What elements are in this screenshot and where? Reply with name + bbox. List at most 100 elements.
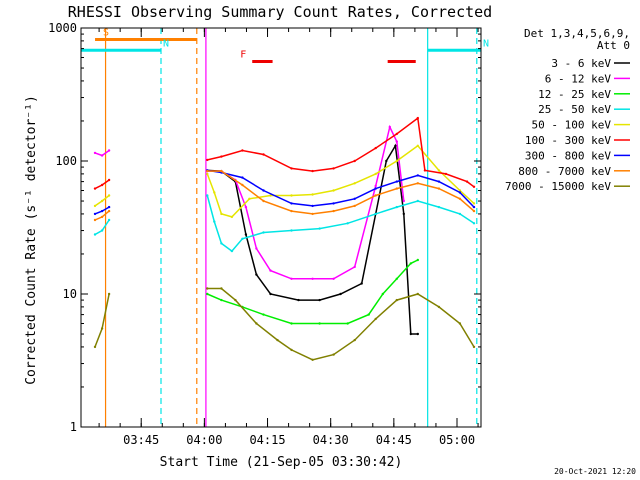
series-6 bbox=[93, 169, 476, 216]
series-point-2-5 bbox=[318, 322, 321, 325]
series-point-4-2 bbox=[107, 194, 111, 197]
series-point-7-11 bbox=[374, 194, 377, 197]
y-tick-label-2: 100 bbox=[55, 154, 77, 168]
series-point-7-3 bbox=[206, 169, 209, 173]
series-line-2-0 bbox=[207, 259, 419, 325]
series-point-0-5 bbox=[269, 292, 272, 296]
series-point-4-7 bbox=[248, 197, 251, 200]
legend-label-1: 6 - 12 keV bbox=[545, 72, 612, 85]
series-point-4-6 bbox=[230, 215, 234, 219]
series-point-8-11 bbox=[353, 338, 356, 342]
series-point-4-0 bbox=[93, 204, 97, 208]
y-tick-label-1: 10 bbox=[63, 287, 77, 301]
series-point-3-1 bbox=[100, 229, 104, 232]
series-point-2-4 bbox=[290, 322, 293, 325]
series-point-3-10 bbox=[318, 227, 321, 230]
plot-area: S N N F bbox=[81, 27, 489, 427]
series-point-8-9 bbox=[311, 358, 314, 361]
x-tick-label-3: 04:30 bbox=[313, 433, 349, 447]
y-tick-label-3: 1000 bbox=[48, 21, 77, 35]
series-point-3-14 bbox=[416, 199, 419, 203]
series-point-5-7 bbox=[290, 167, 293, 170]
series-point-1-0 bbox=[93, 151, 97, 155]
series-point-3-11 bbox=[346, 222, 349, 225]
series-point-6-9 bbox=[332, 202, 335, 205]
y-tick-label-0: 1 bbox=[70, 420, 77, 434]
x-tick-label-5: 05:00 bbox=[439, 433, 475, 447]
series-point-8-16 bbox=[458, 322, 462, 325]
legend-label-8: 7000 - 15000 keV bbox=[505, 180, 611, 193]
series-point-3-4 bbox=[213, 220, 216, 223]
series-point-2-8 bbox=[381, 292, 384, 296]
series-point-1-11 bbox=[332, 277, 335, 280]
series-point-2-0 bbox=[206, 292, 209, 296]
series-point-2-6 bbox=[346, 322, 349, 325]
series-point-7-16 bbox=[472, 209, 476, 213]
series-point-7-12 bbox=[395, 187, 398, 190]
series-point-2-7 bbox=[367, 313, 370, 316]
series-point-1-6 bbox=[244, 205, 248, 209]
series-5 bbox=[93, 116, 476, 190]
series-point-7-15 bbox=[458, 197, 462, 200]
timestamp: 20-Oct-2021 12:20 bbox=[554, 467, 636, 476]
series-point-5-9 bbox=[332, 167, 335, 170]
series-point-1-2 bbox=[107, 149, 111, 152]
series-point-4-4 bbox=[213, 191, 216, 194]
series-point-1-14 bbox=[388, 125, 391, 129]
legend-label-2: 12 - 25 keV bbox=[538, 88, 611, 101]
legend-header-line-1: Det 1,3,4,5,6,9, bbox=[524, 27, 630, 40]
series-point-8-8 bbox=[290, 348, 293, 352]
series-point-6-7 bbox=[290, 202, 293, 205]
series-point-8-3 bbox=[206, 287, 209, 290]
series-point-1-13 bbox=[374, 184, 377, 188]
series-point-6-15 bbox=[458, 191, 462, 194]
series-8 bbox=[93, 287, 476, 361]
series-point-5-4 bbox=[220, 155, 223, 158]
series-point-5-0 bbox=[93, 187, 97, 190]
series-point-8-5 bbox=[234, 298, 237, 302]
series-7 bbox=[93, 169, 476, 222]
legend-label-6: 300 - 800 keV bbox=[525, 149, 611, 162]
series-point-4-12 bbox=[353, 182, 356, 185]
series-point-6-1 bbox=[100, 209, 104, 213]
x-tick-label-0: 03:45 bbox=[123, 433, 159, 447]
series-point-7-5 bbox=[241, 183, 244, 187]
series-point-5-13 bbox=[416, 116, 419, 120]
series-point-0-8 bbox=[339, 292, 342, 296]
series-point-6-2 bbox=[107, 205, 111, 209]
series-4 bbox=[93, 144, 476, 219]
series-point-6-13 bbox=[416, 174, 419, 177]
legend: Det 1,3,4,5,6,9, Att 0 3 - 6 keV 6 - 12 k… bbox=[505, 27, 630, 193]
series-point-4-16 bbox=[437, 169, 441, 172]
y-axis: 1 10 100 1000 bbox=[48, 21, 481, 434]
state-bar-label-2: N bbox=[483, 38, 489, 49]
series-point-6-5 bbox=[241, 176, 244, 179]
series-point-5-10 bbox=[353, 159, 356, 163]
series-point-3-6 bbox=[230, 249, 234, 253]
series-point-8-10 bbox=[332, 353, 335, 356]
series-point-4-9 bbox=[290, 194, 293, 197]
series-point-1-15 bbox=[395, 140, 398, 143]
series-point-2-11 bbox=[416, 258, 419, 262]
series-point-4-3 bbox=[206, 172, 209, 176]
series-point-6-12 bbox=[395, 180, 398, 183]
series-point-6-16 bbox=[472, 205, 476, 209]
series-point-4-14 bbox=[395, 159, 398, 163]
series-point-7-7 bbox=[290, 209, 293, 213]
series-point-5-16 bbox=[465, 180, 469, 183]
series-point-4-8 bbox=[269, 194, 272, 197]
series-point-8-0 bbox=[93, 345, 97, 349]
series-point-8-13 bbox=[395, 298, 398, 302]
series-point-8-12 bbox=[374, 317, 377, 321]
series-point-0-3 bbox=[244, 233, 248, 236]
series-point-0-4 bbox=[255, 273, 258, 276]
series-point-3-8 bbox=[262, 231, 265, 234]
series-point-3-12 bbox=[374, 212, 377, 216]
series-point-3-13 bbox=[395, 205, 398, 209]
series-point-7-10 bbox=[353, 204, 356, 208]
series-point-0-15 bbox=[416, 332, 419, 336]
series-point-2-10 bbox=[409, 262, 412, 265]
series-point-7-14 bbox=[437, 187, 441, 190]
legend-label-5: 100 - 300 keV bbox=[525, 134, 611, 147]
